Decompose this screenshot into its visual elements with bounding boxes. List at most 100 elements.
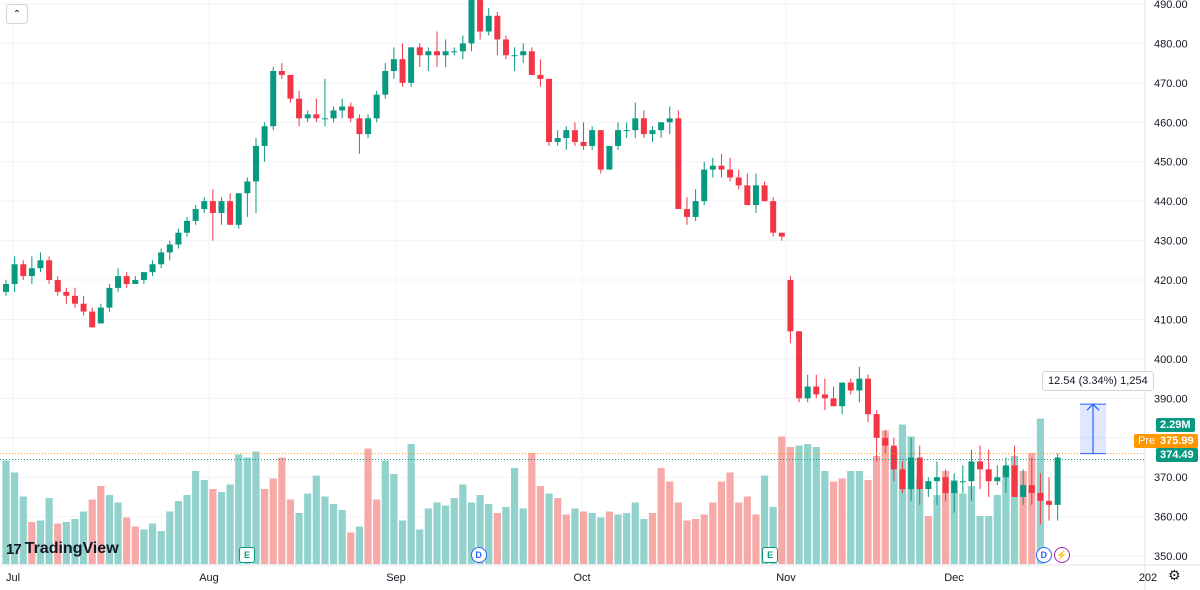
collapse-button[interactable]: ⌃	[6, 4, 28, 24]
pre-market-price-tag: 375.99	[1156, 434, 1198, 448]
volume-bar	[666, 481, 674, 564]
candle-body	[597, 130, 604, 170]
volume-bar	[217, 492, 226, 564]
candle-body	[520, 51, 527, 56]
volume-bar	[864, 480, 872, 564]
volume-bar	[381, 460, 389, 564]
volume-bar	[235, 454, 243, 564]
y-tick-label: 440.00	[1154, 196, 1188, 208]
volume-bar	[683, 520, 691, 564]
volume-bar	[950, 480, 958, 564]
volume-bar	[502, 507, 510, 564]
volume-bar	[648, 513, 657, 564]
volume-bar	[459, 484, 467, 564]
volume-bar	[312, 475, 320, 564]
candle-body	[485, 15, 492, 32]
earnings-event-icon[interactable]: E	[762, 547, 779, 563]
earnings-event-icon[interactable]: E	[239, 547, 255, 563]
candle-body	[899, 469, 906, 490]
volume-bar	[985, 516, 993, 564]
y-tick-label: 400.00	[1154, 354, 1188, 366]
candle-body	[209, 201, 216, 213]
candle-body	[770, 201, 777, 233]
candle-body	[839, 382, 846, 407]
y-tick-label: 480.00	[1154, 38, 1188, 50]
volume-bar	[623, 513, 631, 564]
candle-body	[821, 394, 828, 399]
candle-body	[692, 201, 699, 217]
volume-bar	[881, 430, 889, 564]
gear-icon[interactable]: ⚙	[1168, 568, 1181, 584]
candle-body	[373, 94, 380, 119]
volume-bar	[398, 520, 407, 564]
candle-body	[459, 43, 466, 52]
candle-body	[701, 169, 708, 202]
candle-body	[218, 201, 225, 213]
volume-bar	[640, 519, 648, 564]
candle-body	[330, 110, 337, 119]
volume-bar	[304, 493, 312, 564]
candle-body	[718, 165, 725, 170]
candle-body	[502, 39, 509, 56]
volume-bar	[855, 471, 863, 564]
volume-bar	[45, 498, 53, 564]
candle-body	[261, 126, 268, 146]
candle-body	[3, 283, 9, 292]
candle-body	[1011, 465, 1018, 497]
volume-bar	[295, 513, 303, 564]
candle-body	[442, 51, 449, 56]
volume-bar	[140, 529, 148, 564]
volume-bar	[97, 486, 105, 564]
y-tick-label: 420.00	[1154, 275, 1188, 287]
volume-bar	[485, 504, 493, 564]
candle-body	[796, 331, 803, 399]
volume-bar	[571, 508, 579, 564]
candle-body	[968, 461, 975, 482]
volume-bar	[898, 424, 907, 564]
candle-body	[11, 264, 18, 284]
volume-bar	[605, 511, 613, 564]
y-tick-label: 460.00	[1154, 117, 1188, 129]
candle-body	[149, 264, 156, 273]
candle-body	[589, 130, 596, 146]
volume-bar	[347, 532, 355, 564]
candle-body	[882, 437, 889, 446]
candle-body	[71, 295, 78, 304]
candle-body	[873, 414, 880, 438]
measure-label: 12.54 (3.34%) 1,254	[1042, 371, 1154, 391]
volume-bar	[123, 517, 131, 564]
volume-bar	[88, 499, 96, 564]
tradingview-logo[interactable]: 17 TradingView	[6, 540, 119, 558]
volume-bar	[261, 489, 269, 564]
x-tick-label: Jul	[6, 572, 20, 584]
y-tick-label: 490.00	[1154, 0, 1188, 11]
volume-bar	[493, 513, 501, 564]
volume-bar	[528, 453, 536, 564]
dividend-event-icon[interactable]: D	[1035, 547, 1052, 563]
volume-bar	[450, 498, 458, 564]
candle-body	[140, 272, 147, 281]
volume-bar	[993, 495, 1001, 564]
volume-bar	[692, 519, 700, 564]
candle-body	[356, 118, 363, 135]
x-tick-label: Dec	[944, 572, 964, 584]
candle-body	[89, 311, 96, 328]
volume-bar	[588, 513, 596, 564]
candle-body	[63, 291, 70, 296]
candle-body	[994, 477, 1001, 482]
candle-body	[244, 181, 251, 194]
candle-body	[727, 169, 734, 178]
volume-bar	[183, 495, 191, 564]
volume-bar	[769, 507, 777, 564]
split-event-icon[interactable]: ⚡	[1053, 547, 1070, 563]
candle-body	[494, 15, 501, 40]
volume-bar	[2, 460, 10, 564]
candle-body	[580, 141, 587, 146]
candle-body	[563, 130, 570, 139]
volume-bar	[795, 445, 803, 564]
volume-bar	[54, 523, 62, 564]
volume-bar	[105, 495, 114, 564]
dividend-event-icon[interactable]: D	[470, 547, 487, 563]
candle-body	[287, 74, 294, 99]
